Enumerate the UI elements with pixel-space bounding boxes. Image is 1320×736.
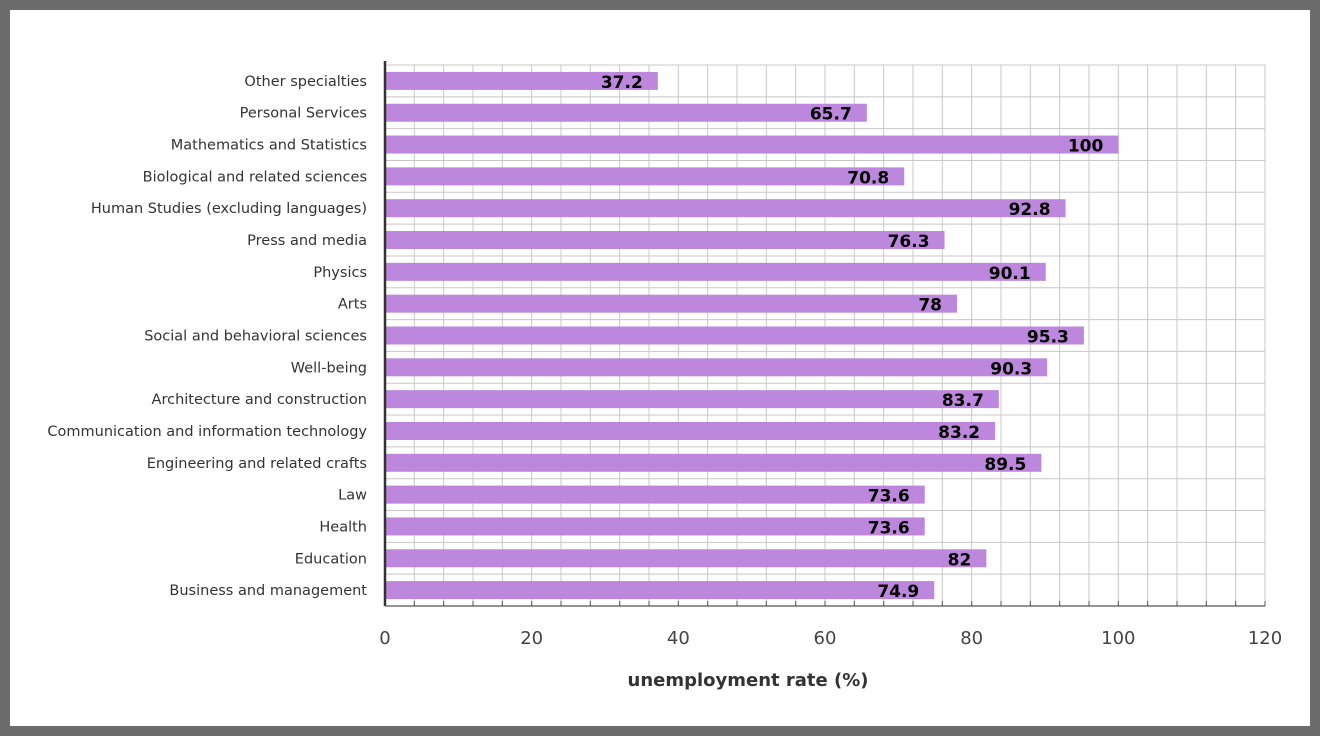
bar-biological-and-related-sciences: [385, 167, 905, 186]
category-label-personal-services: Personal Services: [240, 106, 367, 122]
category-label-business-and-management: Business and management: [169, 583, 367, 599]
data-label-other-specialties: 37.2: [601, 73, 643, 93]
bar-health: [385, 517, 925, 536]
category-label-well-being: Well-being: [291, 360, 367, 376]
axes: [383, 61, 1266, 607]
bar-business-and-management: [385, 581, 935, 600]
data-label-personal-services: 65.7: [810, 105, 852, 125]
bar-arts: [385, 294, 957, 313]
bar-education: [385, 549, 987, 568]
category-label-arts: Arts: [338, 297, 367, 313]
bar-architecture-and-construction: [385, 390, 999, 409]
bar-press-and-media: [385, 231, 945, 250]
bar-other-specialties: [385, 71, 658, 90]
data-label-biological-and-related-sciences: 70.8: [847, 168, 889, 188]
bar-mathematics-and-statistics: [385, 135, 1119, 154]
category-label-communication-and-information-technology: Communication and information technology: [47, 424, 367, 440]
bar-law: [385, 485, 925, 504]
data-label-engineering-and-related-crafts: 89.5: [984, 455, 1026, 475]
x-tick-label-120: 120: [1248, 628, 1282, 649]
category-label-human-studies-excluding-languages: Human Studies (excluding languages): [91, 201, 367, 217]
category-label-press-and-media: Press and media: [247, 233, 367, 249]
category-label-health: Health: [319, 519, 367, 535]
data-label-physics: 90.1: [989, 264, 1031, 284]
data-label-well-being: 90.3: [990, 359, 1032, 379]
bar-well-being: [385, 358, 1048, 377]
x-tick-label-100: 100: [1101, 628, 1135, 649]
category-label-engineering-and-related-crafts: Engineering and related crafts: [147, 456, 367, 472]
data-label-mathematics-and-statistics: 100: [1068, 137, 1104, 157]
x-tick-labels: 0 20 40 60 80 100 120: [379, 628, 1282, 649]
bars: [385, 71, 1119, 600]
category-label-law: Law: [338, 488, 367, 504]
data-label-human-studies-excluding-languages: 92.8: [1009, 200, 1051, 220]
data-label-arts: 78: [918, 296, 942, 316]
x-tick-label-0: 0: [379, 628, 390, 649]
category-label-education: Education: [295, 551, 367, 567]
data-label-social-and-behavioral-sciences: 95.3: [1027, 328, 1069, 348]
category-label-social-and-behavioral-sciences: Social and behavioral sciences: [144, 329, 367, 345]
data-label-architecture-and-construction: 83.7: [942, 391, 984, 411]
category-label-other-specialties: Other specialties: [244, 74, 367, 90]
bar-human-studies-excluding-languages: [385, 199, 1066, 218]
x-tick-label-20: 20: [520, 628, 543, 649]
data-label-communication-and-information-technology: 83.2: [938, 423, 980, 443]
bar-social-and-behavioral-sciences: [385, 326, 1084, 345]
bar-physics: [385, 262, 1046, 281]
category-label-architecture-and-construction: Architecture and construction: [152, 392, 367, 408]
data-label-business-and-management: 74.9: [877, 582, 919, 602]
data-labels: 37.2 65.7 100 70.8 92.8 76.3 90.1 78 95.3 90.3 83.…: [601, 73, 1104, 602]
data-label-press-and-media: 76.3: [888, 232, 930, 252]
bar-communication-and-information-technology: [385, 421, 996, 440]
x-tick-label-60: 60: [814, 628, 837, 649]
data-label-education: 82: [948, 550, 972, 570]
data-label-law: 73.6: [868, 487, 910, 507]
bar-personal-services: [385, 103, 867, 122]
category-label-mathematics-and-statistics: Mathematics and Statistics: [171, 138, 367, 154]
x-tick-label-40: 40: [667, 628, 690, 649]
category-labels: Other specialties Personal Services Mathem…: [47, 74, 367, 599]
x-tick-label-80: 80: [960, 628, 983, 649]
x-axis-title: unemployment rate (%): [628, 670, 869, 691]
bar-engineering-and-related-crafts: [385, 453, 1042, 472]
category-label-physics: Physics: [313, 265, 367, 281]
data-label-health: 73.6: [868, 518, 910, 538]
category-label-biological-and-related-sciences: Biological and related sciences: [143, 169, 367, 185]
